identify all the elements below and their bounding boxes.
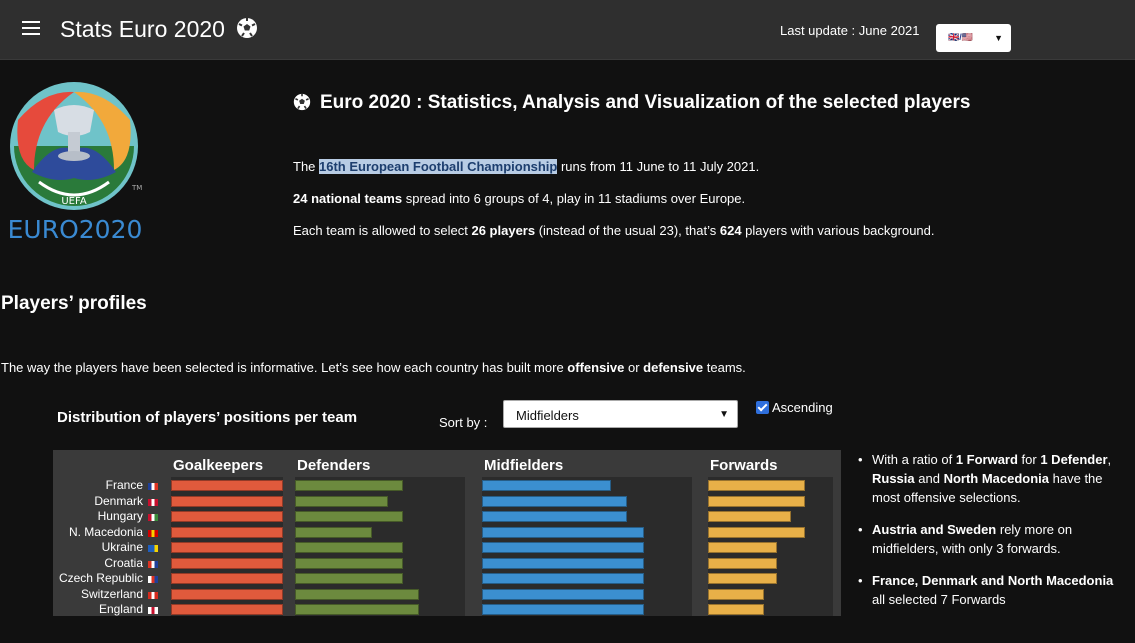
euro2020-logo: UEFA TM EURO2020 (8, 82, 143, 244)
bar-forwards[interactable] (708, 511, 791, 522)
top-bar: Stats Euro 2020 Last update : June 2021 … (0, 0, 1135, 60)
country-label: Switzerland (80, 586, 143, 601)
flag-icon (148, 591, 158, 599)
ascending-checkbox[interactable] (756, 401, 769, 414)
bar-forwards[interactable] (708, 480, 805, 491)
insight-item: France, Denmark and North Macedonia all … (858, 571, 1128, 609)
language-select[interactable]: 🇬🇧/🇺🇸 ▼ (936, 24, 1011, 52)
svg-text:UEFA: UEFA (61, 196, 86, 207)
chart-title: Distribution of players’ positions per t… (57, 409, 358, 426)
country-label: Denmark (94, 493, 143, 508)
flag-icon (148, 545, 158, 552)
app-title: Stats Euro 2020 (60, 16, 225, 42)
last-update: Last update : June 2021 (780, 23, 920, 38)
bar-midfielders[interactable] (482, 604, 644, 615)
chevron-down-icon: ▼ (719, 409, 729, 420)
flag-icon (148, 498, 158, 506)
panel-header: Goalkeepers (173, 457, 264, 474)
bar-goalkeepers[interactable] (171, 526, 283, 538)
bar-goalkeepers[interactable] (171, 511, 283, 522)
country-label: Hungary (97, 509, 143, 523)
bar-defenders[interactable] (295, 542, 403, 553)
bar-defenders[interactable] (295, 588, 419, 600)
flag-icon (148, 576, 158, 583)
flag-icon (148, 560, 158, 568)
bar-midfielders[interactable] (482, 557, 644, 569)
country-label: Croatia (104, 555, 143, 570)
bar-midfielders[interactable] (482, 573, 644, 584)
bar-defenders[interactable] (295, 480, 403, 491)
bar-forwards[interactable] (708, 604, 764, 615)
bar-defenders[interactable] (295, 573, 403, 584)
bar-goalkeepers[interactable] (171, 542, 283, 553)
country-label: N. Macedonia (68, 524, 143, 539)
soccer-ball-icon (237, 18, 257, 38)
chevron-down-icon: ▼ (994, 33, 1003, 43)
country-label: England (98, 602, 143, 616)
bar-midfielders[interactable] (482, 542, 644, 553)
menu-icon[interactable] (22, 21, 40, 35)
bar-forwards[interactable] (708, 557, 777, 569)
sort-label: Sort by : (439, 415, 488, 430)
bar-midfielders[interactable] (482, 480, 611, 491)
panel-header: Defenders (297, 457, 371, 474)
flag-icon (148, 483, 158, 490)
bar-defenders[interactable] (295, 511, 403, 522)
bar-defenders[interactable] (295, 557, 403, 569)
svg-text:EURO2020: EURO2020 (8, 215, 143, 244)
country-label: Ukraine (101, 540, 143, 554)
country-label: France (105, 478, 143, 492)
bar-forwards[interactable] (708, 573, 777, 584)
bar-forwards[interactable] (708, 526, 805, 538)
section-title: Players’ profiles (1, 293, 147, 314)
profiles-intro: The way the players have been selected i… (1, 360, 746, 375)
bar-midfielders[interactable] (482, 495, 627, 507)
insight-item: With a ratio of 1 Forward for 1 Defender… (858, 450, 1128, 507)
ascending-label[interactable]: Ascending (772, 400, 833, 415)
language-flags: 🇬🇧/🇺🇸 (948, 32, 973, 42)
soccer-ball-icon (293, 93, 311, 111)
positions-chart: Goalkeepers Defenders Midfielders Forwards F… (53, 450, 841, 616)
bar-goalkeepers[interactable] (171, 604, 283, 615)
country-label: Czech Republic (58, 571, 143, 585)
intro-paragraph-3: Each team is allowed to select 26 player… (293, 223, 935, 238)
insight-item: Austria and Sweden rely more on midfield… (858, 520, 1128, 558)
bar-forwards[interactable] (708, 542, 777, 553)
panel-header: Forwards (710, 457, 778, 474)
bar-goalkeepers[interactable] (171, 557, 283, 569)
bar-midfielders[interactable] (482, 526, 644, 538)
bar-goalkeepers[interactable] (171, 573, 283, 584)
bar-midfielders[interactable] (482, 511, 627, 522)
bar-defenders[interactable] (295, 526, 372, 538)
sort-value: Midfielders (516, 408, 579, 423)
panel-header: Midfielders (484, 457, 564, 474)
flag-icon (148, 607, 158, 614)
sort-select[interactable]: Midfielders ▼ (503, 400, 738, 428)
page-headline: Euro 2020 : Statistics, Analysis and Vis… (320, 92, 971, 113)
insights-list: With a ratio of 1 Forward for 1 Defender… (858, 450, 1128, 622)
bar-forwards[interactable] (708, 588, 764, 600)
bar-forwards[interactable] (708, 495, 805, 507)
bar-goalkeepers[interactable] (171, 495, 283, 507)
flag-icon (148, 514, 158, 521)
svg-text:TM: TM (131, 184, 142, 192)
flag-icon (148, 529, 158, 537)
intro-paragraph-1: The 16th European Football Championship … (293, 159, 760, 174)
intro-paragraph-2: 24 national teams spread into 6 groups o… (293, 191, 746, 206)
bar-goalkeepers[interactable] (171, 480, 283, 491)
bar-defenders[interactable] (295, 495, 388, 507)
highlighted-text: 16th European Football Championship (319, 159, 558, 174)
bar-midfielders[interactable] (482, 588, 644, 600)
bar-goalkeepers[interactable] (171, 588, 283, 600)
bar-defenders[interactable] (295, 604, 419, 615)
